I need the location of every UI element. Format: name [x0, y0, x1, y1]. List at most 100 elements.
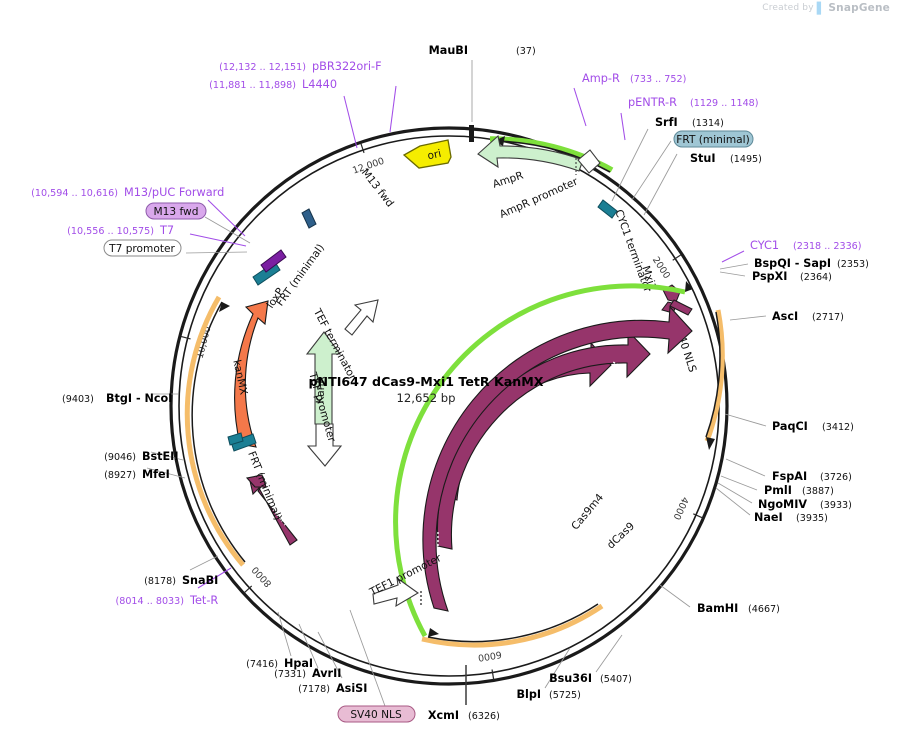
ruler-tick-mark	[360, 143, 365, 154]
feature-arc-orange-left[interactable]	[184, 295, 246, 567]
enzyme-label-bamhi: BamHI	[697, 602, 738, 615]
enzyme-label-bspqi-sapi: BspQI - SapI	[754, 257, 831, 270]
primer-label-l4440: L4440	[302, 78, 337, 91]
feature-kanmx[interactable]: kanMX	[230, 300, 269, 448]
enzyme-label-asisi: AsiSI	[336, 682, 367, 695]
enzyme-pos-ngomiv: (3933)	[820, 500, 852, 511]
feature-cyc1-bar[interactable]	[597, 199, 618, 219]
primer-label-tet-r: Tet-R	[189, 594, 218, 607]
primer-pos-tet-r: (8014 .. 8033)	[115, 596, 184, 607]
ruler-tick-mark	[243, 585, 253, 594]
feature-label-dcas9: dCas9	[605, 520, 637, 551]
primer-pos-pbr322ori-f: (12,132 .. 12,151)	[219, 62, 306, 73]
enzyme-pos-blpi: (5725)	[549, 690, 581, 701]
enzyme-label-blpi: BlpI	[516, 688, 541, 701]
primer-label-m13puc-forward: M13/pUC Forward	[124, 186, 224, 199]
ruler-tick-mark	[693, 513, 703, 519]
feature-label-ori: ori	[426, 148, 442, 163]
plasmid-size: 12,652 bp	[397, 391, 456, 405]
enzyme-pos-mfei: (8927)	[104, 470, 136, 481]
feature-kanr[interactable]: KanR	[305, 331, 342, 425]
enzyme-pos-snabi: (8178)	[144, 576, 176, 587]
enzyme-label-hpai: HpaI	[284, 657, 313, 670]
enzyme-label-srfi: SrfI	[655, 116, 678, 129]
ruler-tick-mark	[180, 335, 191, 340]
enzyme-label-bsu36i: Bsu36I	[549, 672, 592, 685]
enzyme-pos-bspqi-sapi: (2353)	[837, 259, 869, 270]
feature-label-ampr: AmpR	[491, 169, 525, 190]
enzyme-label-ngomiv: NgoMIV	[758, 498, 807, 511]
enzyme-pos-pspxi: (2364)	[800, 272, 832, 283]
ruler-tick-mark	[491, 669, 495, 680]
enzyme-pos-pmli: (3887)	[802, 486, 834, 497]
primer-pos-m13puc-forward: (10,594 .. 10,616)	[31, 188, 118, 199]
enzyme-pos-fspai: (3726)	[820, 472, 852, 483]
enzyme-pos-maubi: (37)	[516, 46, 536, 57]
enzyme-pos-naei: (3935)	[796, 513, 828, 524]
enzyme-pos-bstei: (9046)	[104, 452, 136, 463]
plasmid-name: pNTI647 dCas9-Mxi1 TetR KanMX	[309, 374, 544, 389]
snapgene-watermark: Created by ▌ SnapGene	[762, 2, 890, 14]
feature-m13-bar[interactable]	[301, 208, 317, 229]
badge-sv40-nls[interactable]: SV40 NLS	[337, 705, 416, 723]
feature-arc-ampr-green-core	[493, 140, 611, 173]
feature-label-cas9m4: Cas9m4	[569, 491, 606, 532]
enzyme-pos-bsu36i: (5407)	[600, 674, 632, 685]
enzyme-label-fspai: FspAI	[772, 470, 807, 483]
feature-label-cas9: Cas9	[542, 482, 566, 511]
badge-label-m13-fwd: M13 fwd	[154, 206, 199, 218]
enzyme-label-btgi-ncoi: BtgI - NcoI	[106, 392, 172, 405]
primer-pos-t7: (10,556 .. 10,575)	[67, 226, 154, 237]
ruler-tick-mark	[672, 254, 682, 261]
enzyme-label-avrii: AvrII	[312, 667, 341, 680]
enzyme-pos-avrii: (7331)	[274, 669, 306, 680]
feature-pentr-bar[interactable]	[227, 432, 244, 446]
leader-lines	[146, 60, 767, 707]
watermark-prefix: Created by	[762, 3, 814, 13]
ruler-tick-label: 4000	[671, 495, 691, 521]
plasmid-backbone	[169, 126, 729, 686]
feature-arc-orange-bottom[interactable]	[421, 603, 604, 648]
primer-pos-pentr-r: (1129 .. 1148)	[690, 98, 759, 109]
primer-label-cyc1: CYC1	[750, 239, 779, 252]
badge-t7-promoter[interactable]: T7 promoter	[103, 239, 182, 257]
enzyme-label-asci: AscI	[772, 310, 798, 323]
feature-loxp-lower[interactable]: FRT (minimal)	[230, 433, 284, 522]
enzyme-pos-asisi: (7178)	[298, 684, 330, 695]
ruler-tick-label: 6000	[477, 648, 502, 663]
snapgene-logo-icon: ▌	[816, 1, 826, 15]
enzyme-pos-stui: (1495)	[730, 154, 762, 165]
enzyme-label-xcmi: XcmI	[428, 709, 459, 722]
feature-arrowhead-green-right	[685, 281, 693, 292]
enzyme-label-pmli: PmlI	[764, 484, 792, 497]
watermark-brand: SnapGene	[828, 2, 890, 14]
primer-name-amp-r: Amp-R	[582, 72, 620, 85]
badge-label-sv40-nls: SV40 NLS	[350, 709, 402, 721]
enzyme-label-naei: NaeI	[754, 511, 783, 524]
feature-arc-green-right[interactable]	[393, 283, 686, 638]
feature-cas9m4[interactable]: Cas9m4	[436, 329, 651, 550]
enzyme-label-stui: StuI	[690, 152, 716, 165]
primer-pos-cyc1: (2318 .. 2336)	[793, 241, 862, 252]
labels-layer: MauBI (37) (12,132 .. 12,151) pBR322ori-…	[31, 44, 869, 723]
enzyme-label-paqci: PaqCI	[772, 420, 808, 433]
badge-label-frt-minimal: FRT (minimal)	[676, 134, 749, 146]
enzyme-pos-asci: (2717)	[812, 312, 844, 323]
badge-label-t7-promoter: T7 promoter	[108, 243, 175, 255]
feature-label-kanr: KanR	[315, 375, 328, 403]
badge-m13-fwd[interactable]: M13 fwd	[145, 202, 207, 220]
feature-label-m13-fwd: M13 fwd	[359, 167, 396, 210]
badge-frt-minimal[interactable]: FRT (minimal)	[673, 130, 754, 148]
enzyme-label-bstei: BstEII	[142, 450, 179, 463]
enzyme-label-maubi: MauBI	[429, 44, 468, 57]
enzyme-pos-srfi: (1314)	[692, 118, 724, 129]
enzyme-label-mfei: MfeI	[142, 468, 170, 481]
primer-label-pbr322ori-f: pBR322ori-F	[312, 60, 382, 73]
enzyme-pos-xcmi: (6326)	[468, 711, 500, 722]
enzyme-label-pspxi: PspXI	[752, 270, 787, 283]
primer-pos-amp-r: (733 .. 752)	[630, 74, 686, 85]
primer-pos-l4440: (11,881 .. 11,898)	[209, 80, 296, 91]
feature-ori[interactable]: ori	[402, 139, 452, 169]
feature-arc-orange-right[interactable]	[704, 309, 725, 450]
